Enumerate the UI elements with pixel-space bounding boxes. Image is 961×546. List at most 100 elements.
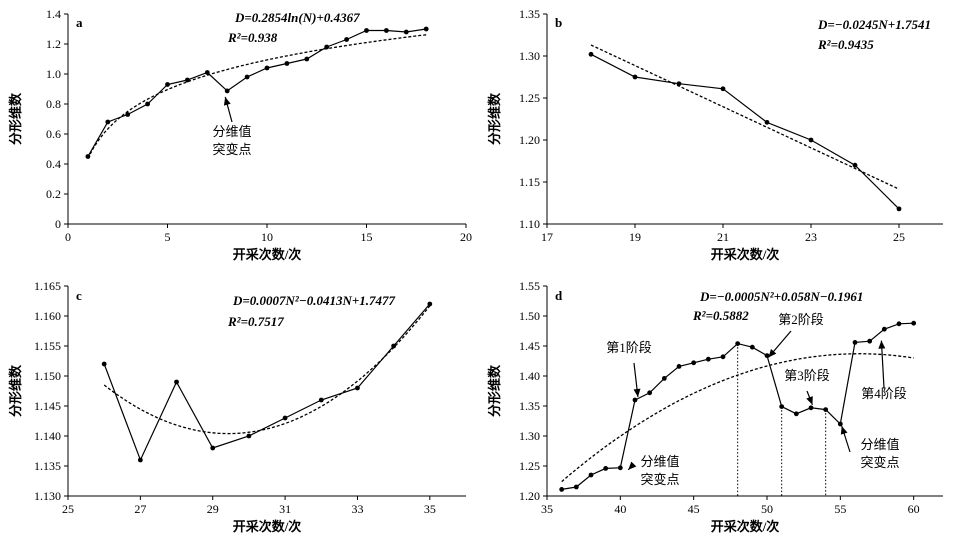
r-squared-label: R²=0.5882 [692,308,749,323]
data-point [823,407,828,412]
data-point [319,398,324,403]
y-tick-label: 1.150 [34,369,61,383]
data-point [882,327,887,332]
fit-equation: D=0.2854ln(N)+0.4367 [234,10,360,25]
data-point [247,434,252,439]
data-point [867,339,872,344]
data-point [735,341,740,346]
annotation-text: 突变点 [640,472,679,487]
data-point [853,340,858,345]
y-tick-label: 1.40 [519,369,540,383]
y-tick-label: 1.140 [34,429,61,443]
x-axis-label: 开采次数/次 [233,519,302,534]
data-point [618,465,623,470]
data-point [245,75,250,80]
x-tick-label: 15 [361,230,373,244]
data-point [424,27,429,32]
r-squared-label: R²=0.9435 [817,37,874,52]
data-series-line [88,29,426,157]
x-tick-label: 33 [351,502,363,516]
data-point [706,357,711,362]
data-point [355,386,360,391]
data-point [765,120,770,125]
data-point [404,30,409,35]
x-tick-label: 19 [629,230,641,244]
data-point [603,466,608,471]
y-tick-label: 1.35 [519,7,540,21]
data-point [750,345,755,350]
stage-arrow-head [806,396,813,405]
data-point [911,321,916,326]
y-tick-label: 0.8 [46,97,61,111]
data-point [344,37,349,42]
data-point [364,28,369,33]
x-tick-label: 29 [207,502,219,516]
y-tick-label: 1.130 [34,489,61,503]
data-point [102,362,107,367]
y-tick-label: 1.45 [519,339,540,353]
x-tick-label: 45 [688,502,700,516]
fit-curve [591,45,899,189]
annotation-arrow-head [628,462,636,470]
annotation-text: 分维值 [640,454,679,469]
x-tick-label: 25 [62,502,74,516]
x-tick-label: 20 [460,230,472,244]
y-axis-label: 分形维数 [487,92,502,145]
stage-arrow-head [878,341,885,349]
y-axis-label: 分形维数 [487,364,502,417]
chart-panel-c: 25 27 29 31 33 35 1.130 1.135 1.140 1.145 1.150 1.1… [8,279,466,534]
x-tick-label: 27 [134,502,146,516]
annotation-text: 突变点 [860,455,899,470]
data-point [304,57,309,62]
y-tick-label: 1.55 [519,279,540,293]
annotation-arrow-head [224,97,231,106]
data-point [165,82,170,87]
data-point [210,446,215,451]
data-point [794,411,799,416]
data-point [662,376,667,381]
y-tick-label: 1.15 [519,175,540,189]
y-tick-label: 1.30 [519,429,540,443]
x-tick-label: 5 [165,230,171,244]
y-tick-label: 1.0 [46,67,61,81]
y-tick-label: 1.10 [519,217,540,231]
fit-curve [88,35,426,159]
data-point [633,398,638,403]
x-tick-label: 23 [805,230,817,244]
data-point [691,360,696,365]
y-axis-label: 分形维数 [8,364,23,417]
y-tick-label: 1.20 [519,133,540,147]
data-point [721,86,726,91]
x-tick-label: 0 [65,230,71,244]
data-point [897,321,902,326]
x-axis-label: 开采次数/次 [233,247,302,262]
y-tick-label: 1.50 [519,309,540,323]
stage-arrow-head [634,389,641,397]
annotation-text: 分维值 [860,437,899,452]
annotation-text: 突变点 [212,142,251,157]
y-tick-label: 1.145 [34,399,61,413]
stage-label: 第1阶段 [606,340,652,355]
panel-label: a [76,15,83,30]
y-tick-label: 1.160 [34,309,61,323]
x-tick-label: 21 [717,230,729,244]
y-tick-label: 1.2 [46,37,61,51]
data-point [145,102,150,107]
data-point [589,473,594,478]
x-axis-label: 开采次数/次 [711,519,780,534]
data-point [809,138,814,143]
data-point [897,206,902,211]
y-tick-label: 0.6 [46,127,61,141]
x-tick-label: 17 [541,230,553,244]
annotation-arrow-head [841,426,848,435]
data-point [427,302,432,307]
fit-equation: D=−0.0245N+1.7541 [817,17,931,32]
panel-label: b [555,15,562,30]
stage-label: 第4阶段 [861,386,907,401]
data-point [647,390,652,395]
y-tick-label: 1.155 [34,339,61,353]
data-point [105,120,110,125]
x-tick-label: 35 [541,502,553,516]
stage-label: 第2阶段 [778,312,824,327]
